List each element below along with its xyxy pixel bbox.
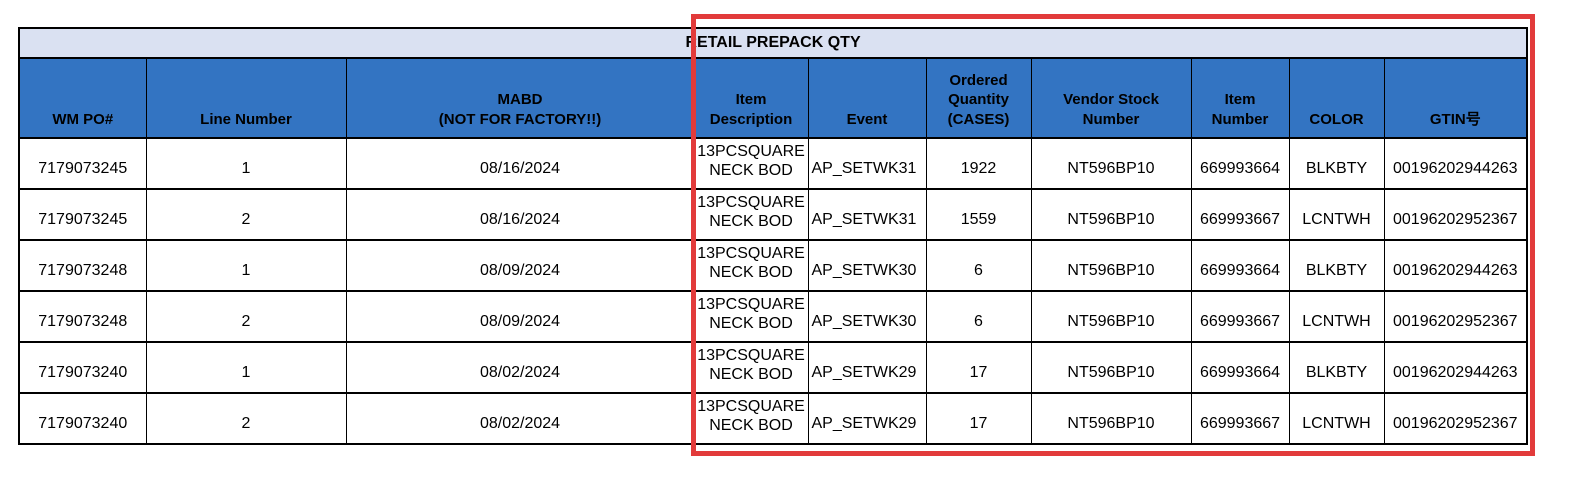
- cell-wm-po: 7179073245: [18, 137, 147, 190]
- cell-vendor-stock-number: NT596BP10: [1030, 341, 1192, 394]
- cell-item-number: 669993664: [1190, 239, 1290, 292]
- cell-color: BLKBTY: [1288, 137, 1385, 190]
- cell-event: AP_SETWK30: [807, 290, 927, 343]
- cell-mabd: 08/16/2024: [345, 188, 695, 241]
- cell-line-number: 2: [145, 188, 347, 241]
- cell-vendor-stock-number: NT596BP10: [1030, 188, 1192, 241]
- cell-vendor-stock-number: NT596BP10: [1030, 392, 1192, 445]
- table-row: 7179073245 1 08/16/2024 13PCSQUARE NECK BOD…: [18, 137, 1528, 190]
- column-header-ordered-quantity-cases: Ordered Quantity (CASES): [925, 57, 1032, 139]
- cell-line-number: 1: [145, 239, 347, 292]
- cell-gtin: 00196202952367: [1383, 188, 1528, 241]
- table-row: 7179073240 2 08/02/2024 13PCSQUARE NECK BOD…: [18, 392, 1528, 445]
- cell-mabd: 08/02/2024: [345, 341, 695, 394]
- cell-item-number: 669993667: [1190, 188, 1290, 241]
- cell-event: AP_SETWK30: [807, 239, 927, 292]
- cell-gtin: 00196202952367: [1383, 290, 1528, 343]
- cell-color: BLKBTY: [1288, 239, 1385, 292]
- cell-vendor-stock-number: NT596BP10: [1030, 239, 1192, 292]
- table-body: 7179073245 1 08/16/2024 13PCSQUARE NECK BOD…: [18, 137, 1528, 445]
- cell-line-number: 1: [145, 341, 347, 394]
- cell-wm-po: 7179073248: [18, 239, 147, 292]
- column-header-item-description: Item Description: [693, 57, 809, 139]
- table-row: 7179073248 1 08/09/2024 13PCSQUARE NECK BOD…: [18, 239, 1528, 292]
- cell-gtin: 00196202952367: [1383, 392, 1528, 445]
- cell-line-number: 2: [145, 392, 347, 445]
- cell-item-description: 13PCSQUARE NECK BOD: [693, 392, 809, 445]
- cell-gtin: 00196202944263: [1383, 137, 1528, 190]
- cell-mabd: 08/02/2024: [345, 392, 695, 445]
- cell-event: AP_SETWK31: [807, 137, 927, 190]
- cell-wm-po: 7179073240: [18, 341, 147, 394]
- cell-wm-po: 7179073248: [18, 290, 147, 343]
- cell-ordered-quantity-cases: 6: [925, 290, 1032, 343]
- column-header-mabd: MABD (NOT FOR FACTORY!!): [345, 57, 695, 139]
- cell-item-description: 13PCSQUARE NECK BOD: [693, 188, 809, 241]
- cell-color: BLKBTY: [1288, 341, 1385, 394]
- cell-item-number: 669993667: [1190, 290, 1290, 343]
- retail-prepack-table: RETAIL PREPACK QTY WM PO# Line Number MABD…: [18, 27, 1529, 445]
- table-row: 7179073248 2 08/09/2024 13PCSQUARE NECK BOD…: [18, 290, 1528, 343]
- cell-event: AP_SETWK31: [807, 188, 927, 241]
- cell-color: LCNTWH: [1288, 392, 1385, 445]
- column-header-wm-po: WM PO#: [18, 57, 147, 139]
- cell-item-number: 669993667: [1190, 392, 1290, 445]
- cell-item-description: 13PCSQUARE NECK BOD: [693, 290, 809, 343]
- table-row: 7179073240 1 08/02/2024 13PCSQUARE NECK BOD…: [18, 341, 1528, 394]
- column-header-item-number: Item Number: [1190, 57, 1290, 139]
- cell-item-number: 669993664: [1190, 341, 1290, 394]
- cell-gtin: 00196202944263: [1383, 341, 1528, 394]
- cell-ordered-quantity-cases: 17: [925, 392, 1032, 445]
- cell-mabd: 08/09/2024: [345, 239, 695, 292]
- cell-line-number: 1: [145, 137, 347, 190]
- header-row: WM PO# Line Number MABD (NOT FOR FACTORY!!…: [18, 57, 1528, 139]
- table-title: RETAIL PREPACK QTY: [18, 27, 1528, 59]
- cell-ordered-quantity-cases: 17: [925, 341, 1032, 394]
- cell-event: AP_SETWK29: [807, 392, 927, 445]
- column-header-color: COLOR: [1288, 57, 1385, 139]
- cell-gtin: 00196202944263: [1383, 239, 1528, 292]
- table-title-row: RETAIL PREPACK QTY: [18, 27, 1528, 59]
- cell-vendor-stock-number: NT596BP10: [1030, 137, 1192, 190]
- column-header-line-number: Line Number: [145, 57, 347, 139]
- cell-mabd: 08/09/2024: [345, 290, 695, 343]
- cell-wm-po: 7179073240: [18, 392, 147, 445]
- column-header-gtin: GTIN号: [1383, 57, 1528, 139]
- cell-item-number: 669993664: [1190, 137, 1290, 190]
- table-row: 7179073245 2 08/16/2024 13PCSQUARE NECK BOD…: [18, 188, 1528, 241]
- cell-mabd: 08/16/2024: [345, 137, 695, 190]
- cell-item-description: 13PCSQUARE NECK BOD: [693, 137, 809, 190]
- cell-color: LCNTWH: [1288, 188, 1385, 241]
- cell-color: LCNTWH: [1288, 290, 1385, 343]
- cell-item-description: 13PCSQUARE NECK BOD: [693, 341, 809, 394]
- cell-wm-po: 7179073245: [18, 188, 147, 241]
- cell-ordered-quantity-cases: 1922: [925, 137, 1032, 190]
- cell-item-description: 13PCSQUARE NECK BOD: [693, 239, 809, 292]
- column-header-vendor-stock-number: Vendor Stock Number: [1030, 57, 1192, 139]
- cell-ordered-quantity-cases: 6: [925, 239, 1032, 292]
- cell-event: AP_SETWK29: [807, 341, 927, 394]
- cell-ordered-quantity-cases: 1559: [925, 188, 1032, 241]
- cell-vendor-stock-number: NT596BP10: [1030, 290, 1192, 343]
- cell-line-number: 2: [145, 290, 347, 343]
- column-header-event: Event: [807, 57, 927, 139]
